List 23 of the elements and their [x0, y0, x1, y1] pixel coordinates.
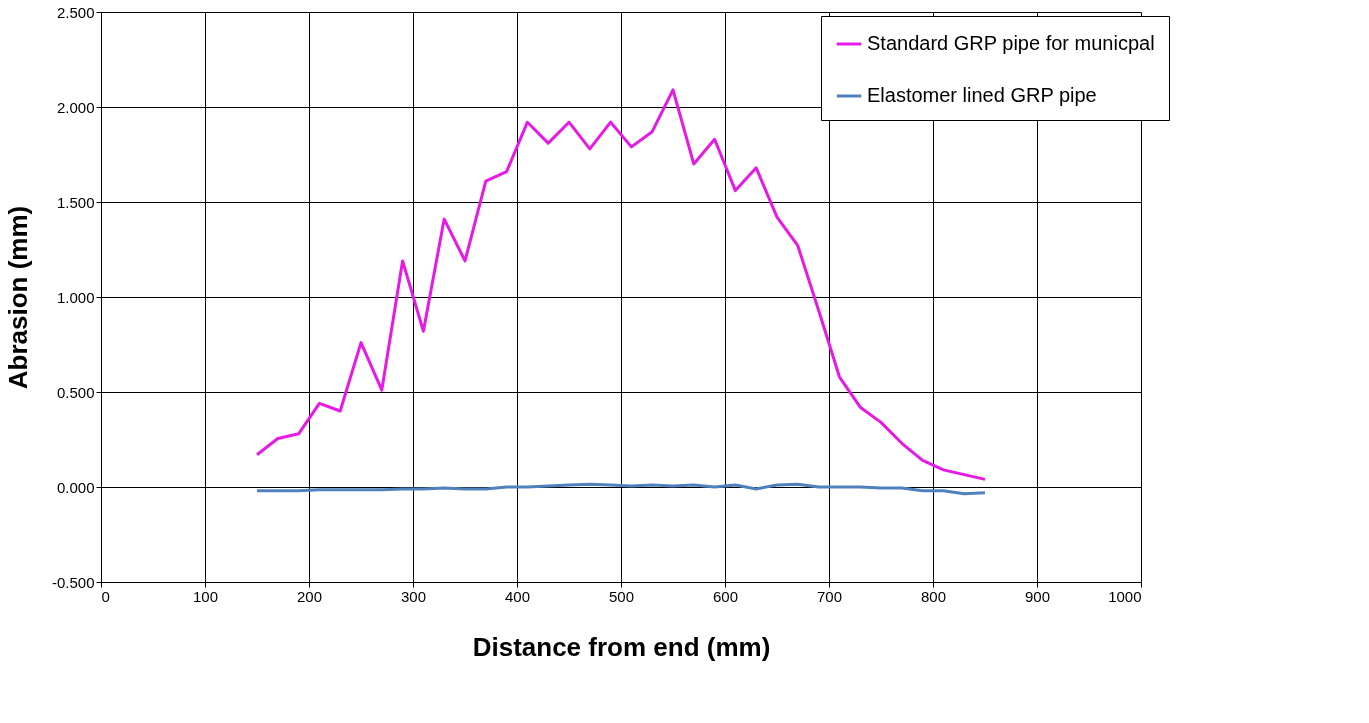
y-tick-label: 2.500	[56, 3, 95, 21]
x-tick-label: 700	[816, 587, 843, 605]
y-tick-label: 1.500	[56, 193, 95, 211]
x-tick-label: 100	[192, 587, 219, 605]
line-series	[255, 482, 987, 496]
x-tick-label: 900	[1024, 587, 1051, 605]
y-axis-title: Abrasion (mm)	[2, 205, 33, 390]
x-tick-label: 0	[101, 587, 110, 605]
x-tick-label: 600	[712, 587, 739, 605]
y-tick-label: 2.000	[56, 98, 95, 116]
x-tick-label: 300	[400, 587, 427, 605]
x-tick-label: 200	[296, 587, 323, 605]
legend-label: Standard GRP pipe for municpal	[867, 32, 1155, 54]
x-tick-label: 1000	[1108, 587, 1142, 605]
x-tick-label: 400	[504, 587, 531, 605]
legend-label: Elastomer lined GRP pipe	[867, 84, 1097, 106]
y-tick-label: 0.500	[56, 383, 95, 401]
y-tick-label: -0.500	[51, 573, 95, 591]
y-tick-label: 1.000	[56, 288, 95, 306]
x-tick-label: 800	[920, 587, 947, 605]
x-tick-label: 500	[608, 587, 635, 605]
x-axis-title: Distance from end (mm)	[472, 631, 771, 662]
y-tick-label: 0.000	[56, 478, 95, 496]
